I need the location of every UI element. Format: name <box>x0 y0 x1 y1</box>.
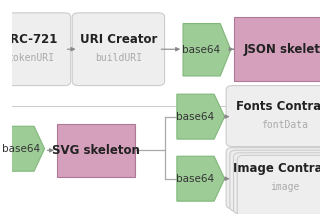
Text: base64: base64 <box>2 144 40 154</box>
Text: fontData: fontData <box>261 120 308 130</box>
Text: Fonts Contract: Fonts Contract <box>236 100 320 113</box>
Text: JSON skeleton: JSON skeleton <box>244 43 320 56</box>
Text: base64: base64 <box>176 112 214 122</box>
Text: Image Contract: Image Contract <box>234 162 320 175</box>
FancyBboxPatch shape <box>230 150 320 211</box>
Polygon shape <box>0 126 44 171</box>
Text: URI Creator: URI Creator <box>80 33 157 46</box>
Text: buildURI: buildURI <box>95 53 142 63</box>
Text: image: image <box>270 182 299 192</box>
Polygon shape <box>177 94 225 139</box>
FancyBboxPatch shape <box>226 148 320 209</box>
FancyBboxPatch shape <box>226 86 320 147</box>
Text: base64: base64 <box>182 45 220 55</box>
FancyBboxPatch shape <box>234 153 320 214</box>
Text: base64: base64 <box>176 174 214 184</box>
FancyBboxPatch shape <box>237 155 320 214</box>
Text: SVG skeleton: SVG skeleton <box>52 144 140 157</box>
Text: tokenURI: tokenURI <box>7 53 54 63</box>
FancyBboxPatch shape <box>0 13 71 86</box>
FancyBboxPatch shape <box>72 13 164 86</box>
Polygon shape <box>177 156 225 201</box>
Bar <box>57 124 135 177</box>
Polygon shape <box>183 24 231 76</box>
Bar <box>234 17 320 81</box>
Text: ERC-721: ERC-721 <box>3 33 58 46</box>
